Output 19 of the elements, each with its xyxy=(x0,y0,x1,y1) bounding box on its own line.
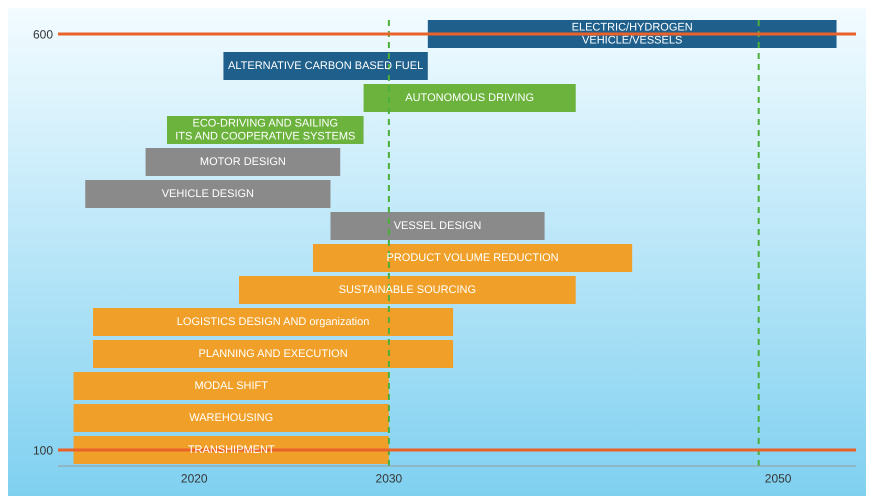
y-tick-label: ALTERNATIVE CARBON BASED FUEL xyxy=(228,60,424,72)
y-tick-label: ECO-DRIVING AND SAILING ITS AND COOPERATIVE SYSTEMS xyxy=(175,118,356,142)
y-tick-label: TRANSHIPMENT xyxy=(188,444,275,456)
y-tick-label: PRODUCT VOLUME REDUCTION xyxy=(386,252,559,264)
ref-line-label: 100 xyxy=(32,443,54,458)
y-tick-label: VESSEL DESIGN xyxy=(394,220,482,232)
y-tick-label: ELECTRIC/HYDROGEN VEHICLE/VESSELS xyxy=(572,22,693,46)
x-tick-label: 2030 xyxy=(376,472,403,486)
y-tick-label: AUTONOMOUS DRIVING xyxy=(405,92,534,104)
x-tick-label: 2050 xyxy=(764,472,792,486)
y-tick-label: WAREHOUSING xyxy=(189,412,274,424)
x-tick-label: 2020 xyxy=(180,472,208,486)
y-tick-label: SUSTAINABLE SOURCING xyxy=(338,284,476,296)
y-tick-label: MOTOR DESIGN xyxy=(200,156,286,168)
y-tick-label: PLANNING AND EXECUTION xyxy=(198,348,348,360)
ref-line-label: 600 xyxy=(32,27,54,42)
y-tick-label: VEHICLE DESIGN xyxy=(162,188,254,200)
y-tick-label: LOGISTICS DESIGN AND organization xyxy=(176,316,370,328)
y-tick-label: MODAL SHIFT xyxy=(194,380,268,392)
